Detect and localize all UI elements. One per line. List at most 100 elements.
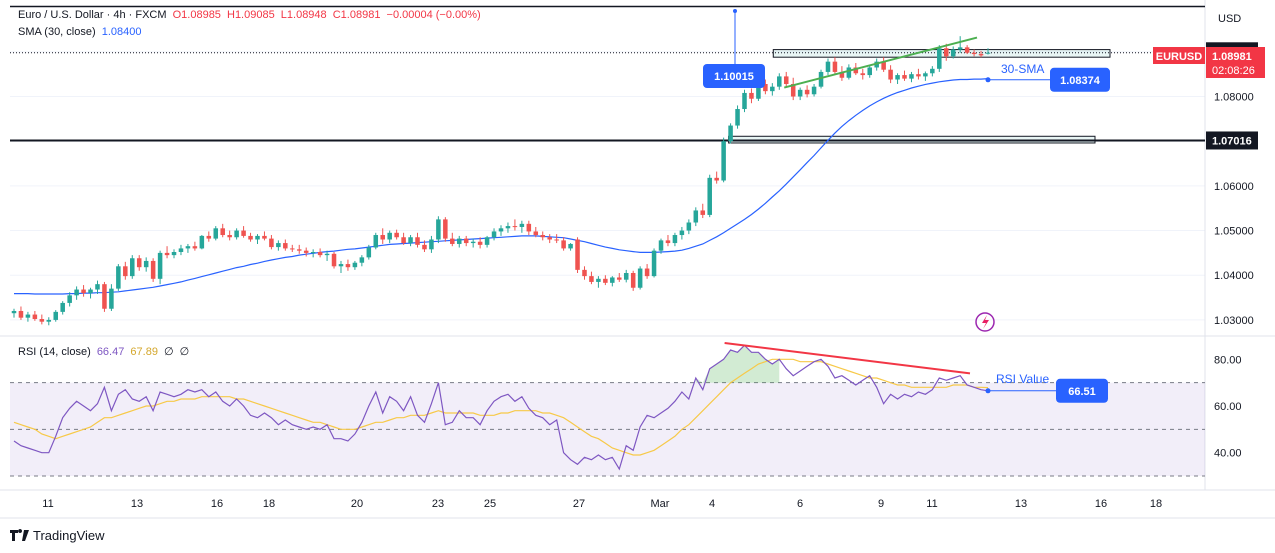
candle-body (380, 235, 385, 240)
candle (950, 46, 956, 59)
candle-body (721, 141, 726, 181)
candle-body (450, 238, 455, 244)
candle (366, 244, 372, 260)
candle-body (136, 258, 142, 268)
candle (178, 244, 184, 256)
candle-body (846, 67, 852, 78)
candle (735, 105, 740, 129)
candle (67, 292, 72, 307)
candle-body (352, 262, 358, 268)
candle (32, 310, 38, 321)
bearish-divergence-line[interactable] (724, 342, 971, 375)
candle-body (102, 284, 107, 309)
candle (881, 57, 886, 72)
candle (352, 260, 358, 270)
candle (867, 65, 872, 78)
symbol-tag-countdown: 02:08:26 (1212, 65, 1255, 77)
sma-legend[interactable]: SMA (30, close) 1.08400 (18, 26, 144, 38)
symbol-tag-price-box (1206, 47, 1265, 78)
candle-body (888, 69, 893, 80)
candle-body (895, 75, 900, 80)
candle (603, 275, 608, 286)
candle (450, 232, 455, 247)
callout-1-label-box[interactable] (703, 64, 765, 88)
candle (902, 70, 907, 81)
candle (665, 235, 671, 247)
candle (463, 235, 469, 247)
candle-body (255, 235, 260, 240)
candle (443, 217, 448, 242)
candle (818, 69, 824, 89)
candle-body (387, 232, 392, 240)
candle-body (568, 243, 573, 249)
candle-body (429, 239, 434, 250)
candle (679, 226, 685, 240)
candle-body (394, 232, 399, 238)
candle-body (637, 268, 643, 288)
callout-2-label-box[interactable] (1050, 67, 1110, 92)
candle (693, 207, 699, 227)
candle-body (456, 238, 462, 244)
price-axis-label-2 (1206, 131, 1258, 150)
candle (582, 266, 587, 280)
price-axis-tick: 1.04000 (1214, 270, 1254, 282)
candle (199, 235, 205, 250)
candle-body (241, 230, 246, 236)
candle-body (283, 243, 288, 249)
candle (547, 234, 552, 244)
rsi-line[interactable] (13, 344, 989, 471)
tradingview-logo-icon (10, 529, 29, 541)
candle-body (804, 89, 810, 95)
candle (909, 71, 914, 83)
lightning-icon[interactable] (975, 312, 995, 332)
ohlc-high: H1.09085 (227, 9, 275, 21)
candle (345, 259, 351, 271)
rsi-legend[interactable]: RSI (14, close) 66.47 67.89 ∅ ∅ (18, 345, 192, 358)
candle (916, 68, 921, 80)
candle (707, 174, 712, 218)
candle (262, 231, 267, 241)
candle-body (491, 231, 497, 238)
candle (749, 88, 754, 104)
candle-body (818, 71, 824, 87)
candle-body (651, 250, 657, 277)
candle-body (477, 241, 483, 245)
support-zone-1[interactable] (772, 49, 1111, 58)
candle (651, 248, 657, 278)
candle (672, 232, 678, 247)
candle-body (756, 84, 761, 99)
candle (422, 240, 427, 252)
candle-body (498, 228, 504, 232)
rsi-callout-label-box[interactable] (1056, 378, 1108, 403)
sma-line[interactable] (14, 78, 989, 295)
ohlc-low: L1.08948 (280, 9, 327, 21)
time-axis-label: 11 (42, 498, 53, 510)
candle (554, 234, 559, 244)
candle-body (248, 235, 253, 240)
candle-body (123, 266, 128, 277)
candle (610, 276, 615, 287)
candle-body (32, 314, 38, 320)
candle-body (234, 230, 239, 238)
candle-body (749, 92, 754, 99)
candle (18, 306, 24, 320)
candle-body (644, 268, 650, 277)
time-axis-label: 6 (797, 498, 803, 510)
candle-body (338, 264, 344, 267)
candle (686, 219, 692, 235)
candle-body (728, 125, 733, 142)
candle-body (317, 252, 323, 256)
candle (888, 65, 893, 84)
candle (269, 235, 274, 250)
candle-body (790, 84, 796, 97)
candle-body (345, 264, 351, 268)
rising-trendline[interactable] (783, 36, 978, 89)
candle-body (617, 277, 622, 280)
candle (95, 280, 100, 294)
candle (310, 249, 316, 258)
candle (116, 264, 121, 291)
candle (331, 252, 337, 269)
candle-body (589, 276, 594, 282)
candle (700, 203, 706, 219)
